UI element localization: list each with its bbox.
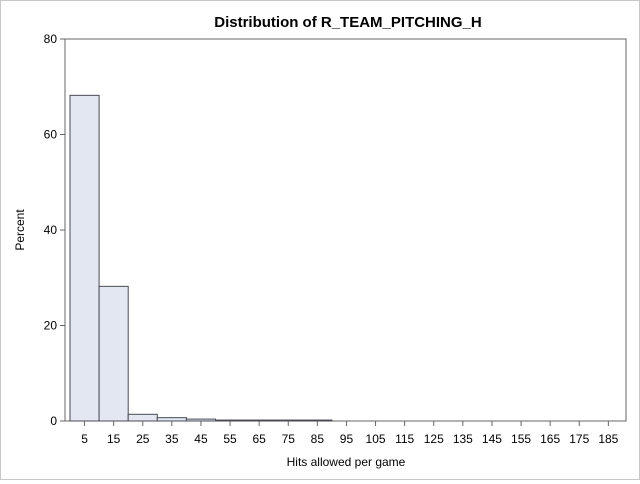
histogram-bar: [302, 419, 333, 422]
chart-title: Distribution of R_TEAM_PITCHING_H: [214, 14, 482, 31]
y-tick-label: 40: [44, 223, 58, 237]
x-tick-label: 25: [136, 432, 150, 446]
y-axis-label: Percent: [13, 209, 27, 251]
x-tick-label: 105: [366, 432, 386, 446]
y-tick-label: 60: [44, 128, 58, 142]
y-axis: 0 20 40 60 80: [44, 32, 65, 428]
histogram-bar: [273, 419, 304, 422]
x-tick-label: 45: [194, 432, 208, 446]
x-tick-label: 95: [340, 432, 354, 446]
x-tick-label: 35: [165, 432, 179, 446]
histogram-bar: [185, 418, 216, 422]
x-tick-label: 115: [395, 432, 414, 446]
histogram-bar: [215, 419, 246, 422]
histogram-bar: [244, 419, 275, 422]
x-tick-label: 135: [453, 432, 473, 446]
x-tick-label: 165: [540, 432, 560, 446]
x-tick-label: 175: [569, 432, 589, 446]
y-tick-label: 80: [44, 32, 58, 46]
x-tick-label: 5: [81, 432, 88, 446]
bars-group: [69, 94, 333, 422]
plot-area: [64, 38, 627, 422]
x-axis: 5 15 25 35 45 55 65 75 85 95 105 115 125 135 145 155 165…: [81, 421, 619, 446]
x-tick-label: 185: [598, 432, 618, 446]
histogram-bar: [127, 413, 158, 422]
x-tick-label: 15: [107, 432, 121, 446]
histogram-bar: [156, 417, 187, 422]
y-tick-label: 20: [44, 319, 58, 333]
x-tick-label: 155: [511, 432, 531, 446]
x-tick-label: 65: [252, 432, 266, 446]
histogram-bar: [69, 94, 100, 422]
x-tick-label: 145: [482, 432, 502, 446]
x-axis-label: Hits allowed per game: [287, 455, 406, 469]
x-tick-label: 75: [282, 432, 296, 446]
x-tick-label: 55: [223, 432, 237, 446]
x-tick-label: 125: [424, 432, 444, 446]
y-tick-label: 0: [50, 414, 57, 428]
histogram-bar: [98, 285, 129, 422]
x-tick-label: 85: [311, 432, 325, 446]
